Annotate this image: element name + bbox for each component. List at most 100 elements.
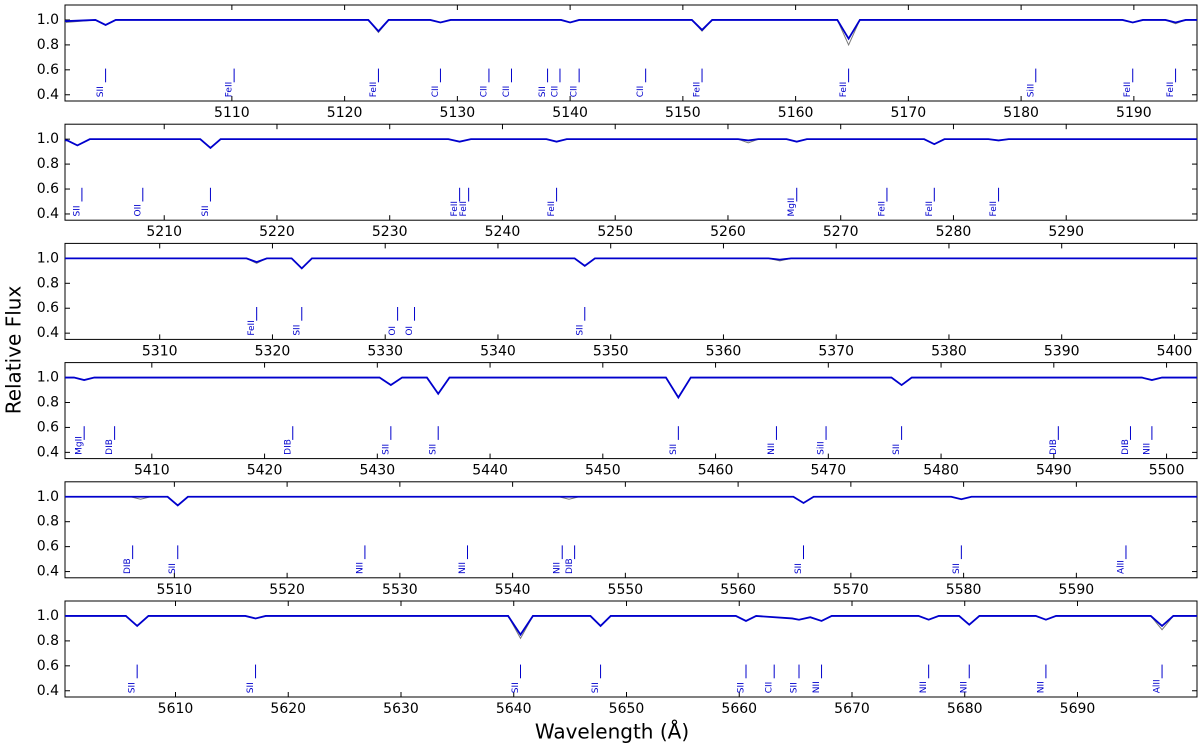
line-label: SII (789, 682, 799, 693)
line-label: OI (405, 326, 415, 336)
line-label: OII (133, 204, 143, 216)
x-tick-label: 5360 (706, 343, 742, 359)
panel-frame (64, 242, 1198, 340)
x-tick-label: 5450 (585, 463, 621, 479)
line-label: NII (1142, 443, 1152, 455)
line-label: NII (553, 562, 563, 574)
panel-frame (64, 123, 1198, 221)
x-tick-label: 5230 (372, 224, 408, 240)
panel-frame (64, 600, 1198, 698)
y-tick-label: 0.8 (37, 514, 59, 530)
x-tick-label: 5460 (698, 463, 734, 479)
x-tick-label: 5620 (270, 701, 306, 717)
line-label: SII (511, 682, 521, 693)
x-tick-label: 5180 (1003, 105, 1039, 121)
line-label: FeII (369, 82, 379, 98)
y-tick-label: 0.6 (37, 300, 59, 316)
x-tick-label: 5510 (157, 582, 193, 598)
line-label: SII (292, 325, 302, 336)
line-label: MgII (75, 436, 85, 455)
x-axis-label: Wavelength (Å) (535, 720, 689, 744)
x-tick-label: 5640 (496, 701, 532, 717)
x-tick-label: 5110 (214, 105, 250, 121)
x-tick-label: 5330 (367, 343, 403, 359)
x-tick-label: 5140 (552, 105, 588, 121)
line-label: FeII (839, 82, 849, 98)
x-tick-label: 5320 (255, 343, 291, 359)
line-label: AlII (1116, 560, 1126, 574)
y-tick-label: 1.0 (37, 131, 59, 147)
line-label: DIB (123, 558, 133, 574)
x-tick-label: 5150 (665, 105, 701, 121)
x-tick-label: 5630 (383, 701, 419, 717)
line-label: SII (737, 682, 747, 693)
y-tick-label: 0.6 (37, 539, 59, 555)
line-label: DIB (1049, 439, 1059, 455)
y-tick-label: 1.0 (37, 489, 59, 505)
x-tick-label: 5340 (480, 343, 516, 359)
x-tick-label: 5220 (259, 224, 295, 240)
x-tick-label: 5550 (608, 582, 644, 598)
y-tick-label: 0.4 (37, 325, 59, 341)
line-label: FeII (989, 201, 999, 217)
line-label: NII (1036, 681, 1046, 693)
line-label: OI (388, 326, 398, 336)
spectrum-line (64, 19, 1197, 41)
x-tick-label: 5170 (891, 105, 927, 121)
line-label: FeII (459, 201, 469, 217)
x-tick-label: 5310 (142, 343, 178, 359)
line-label: SII (168, 563, 178, 574)
x-tick-label: 5380 (931, 343, 967, 359)
line-label: FeII (547, 201, 557, 217)
x-tick-label: 5520 (269, 582, 305, 598)
line-label: NII (919, 681, 929, 693)
line-label: CII (765, 682, 775, 694)
x-tick-label: 5210 (146, 224, 182, 240)
x-tick-label: 5610 (158, 701, 194, 717)
spectrum-line (65, 376, 1197, 400)
x-tick-label: 5690 (1060, 701, 1096, 717)
y-tick-label: 0.4 (37, 206, 59, 222)
line-label: FeII (693, 82, 703, 98)
x-tick-label: 5270 (823, 224, 859, 240)
panel-frame (64, 4, 1198, 102)
y-tick-label: 0.8 (37, 156, 59, 172)
x-tick-label: 5120 (327, 105, 363, 121)
line-label: SII (794, 563, 804, 574)
line-label: SII (669, 444, 679, 455)
line-label: SII (201, 205, 211, 216)
y-tick-label: 0.4 (37, 87, 59, 103)
spectrum-line (65, 615, 1197, 640)
x-tick-label: 5560 (720, 582, 756, 598)
line-label: SII (96, 86, 106, 97)
line-label: FeII (877, 201, 887, 217)
x-tick-label: 5250 (597, 224, 633, 240)
line-label: SII (429, 444, 439, 455)
y-tick-label: 0.8 (37, 37, 59, 53)
line-label: DIB (105, 439, 115, 455)
line-label: SII (952, 563, 962, 574)
x-tick-label: 5490 (1036, 463, 1072, 479)
line-label: SiII (817, 441, 827, 455)
x-tick-label: 5590 (1059, 582, 1095, 598)
line-label: NII (767, 443, 777, 455)
line-label: SiII (1026, 84, 1036, 98)
line-label: AlII (1153, 679, 1163, 693)
line-label: SII (591, 682, 601, 693)
spectrum-line (65, 138, 1197, 150)
y-tick-label: 1.0 (37, 608, 59, 624)
line-label: SII (575, 325, 585, 336)
x-tick-label: 5650 (609, 701, 645, 717)
spectrum-line (65, 495, 1197, 507)
x-tick-label: 5280 (936, 224, 972, 240)
x-tick-label: 5500 (1149, 463, 1185, 479)
line-label: FeII (1123, 82, 1133, 98)
x-tick-label: 5410 (134, 463, 170, 479)
y-tick-label: 0.4 (37, 683, 59, 699)
line-label: SII (72, 205, 82, 216)
spectrum-line (65, 138, 1197, 149)
y-tick-label: 0.6 (37, 181, 59, 197)
y-tick-label: 0.8 (37, 633, 59, 649)
x-tick-label: 5430 (359, 463, 395, 479)
line-label: FeII (247, 320, 257, 336)
